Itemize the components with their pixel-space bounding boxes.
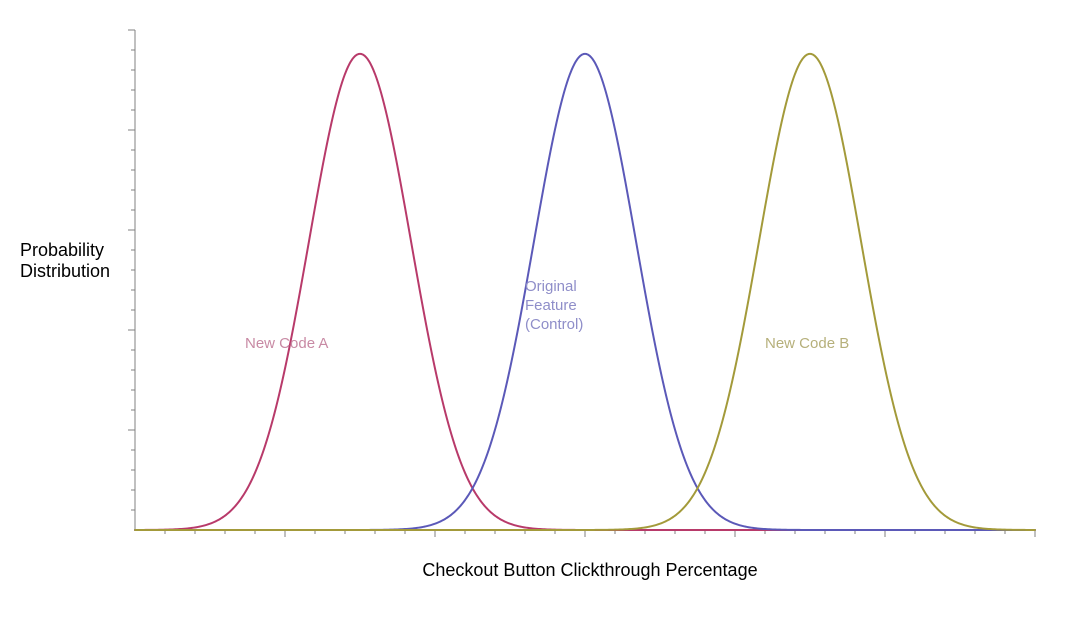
series-label-control: Original Feature (Control) — [525, 278, 583, 334]
y-axis-label: Probability Distribution — [20, 240, 110, 282]
chart-container: Probability Distribution Checkout Button… — [0, 0, 1075, 631]
series-label-b: New Code B — [765, 335, 849, 354]
series-label-a: New Code A — [245, 335, 328, 354]
x-axis-label: Checkout Button Clickthrough Percentage — [240, 560, 940, 581]
